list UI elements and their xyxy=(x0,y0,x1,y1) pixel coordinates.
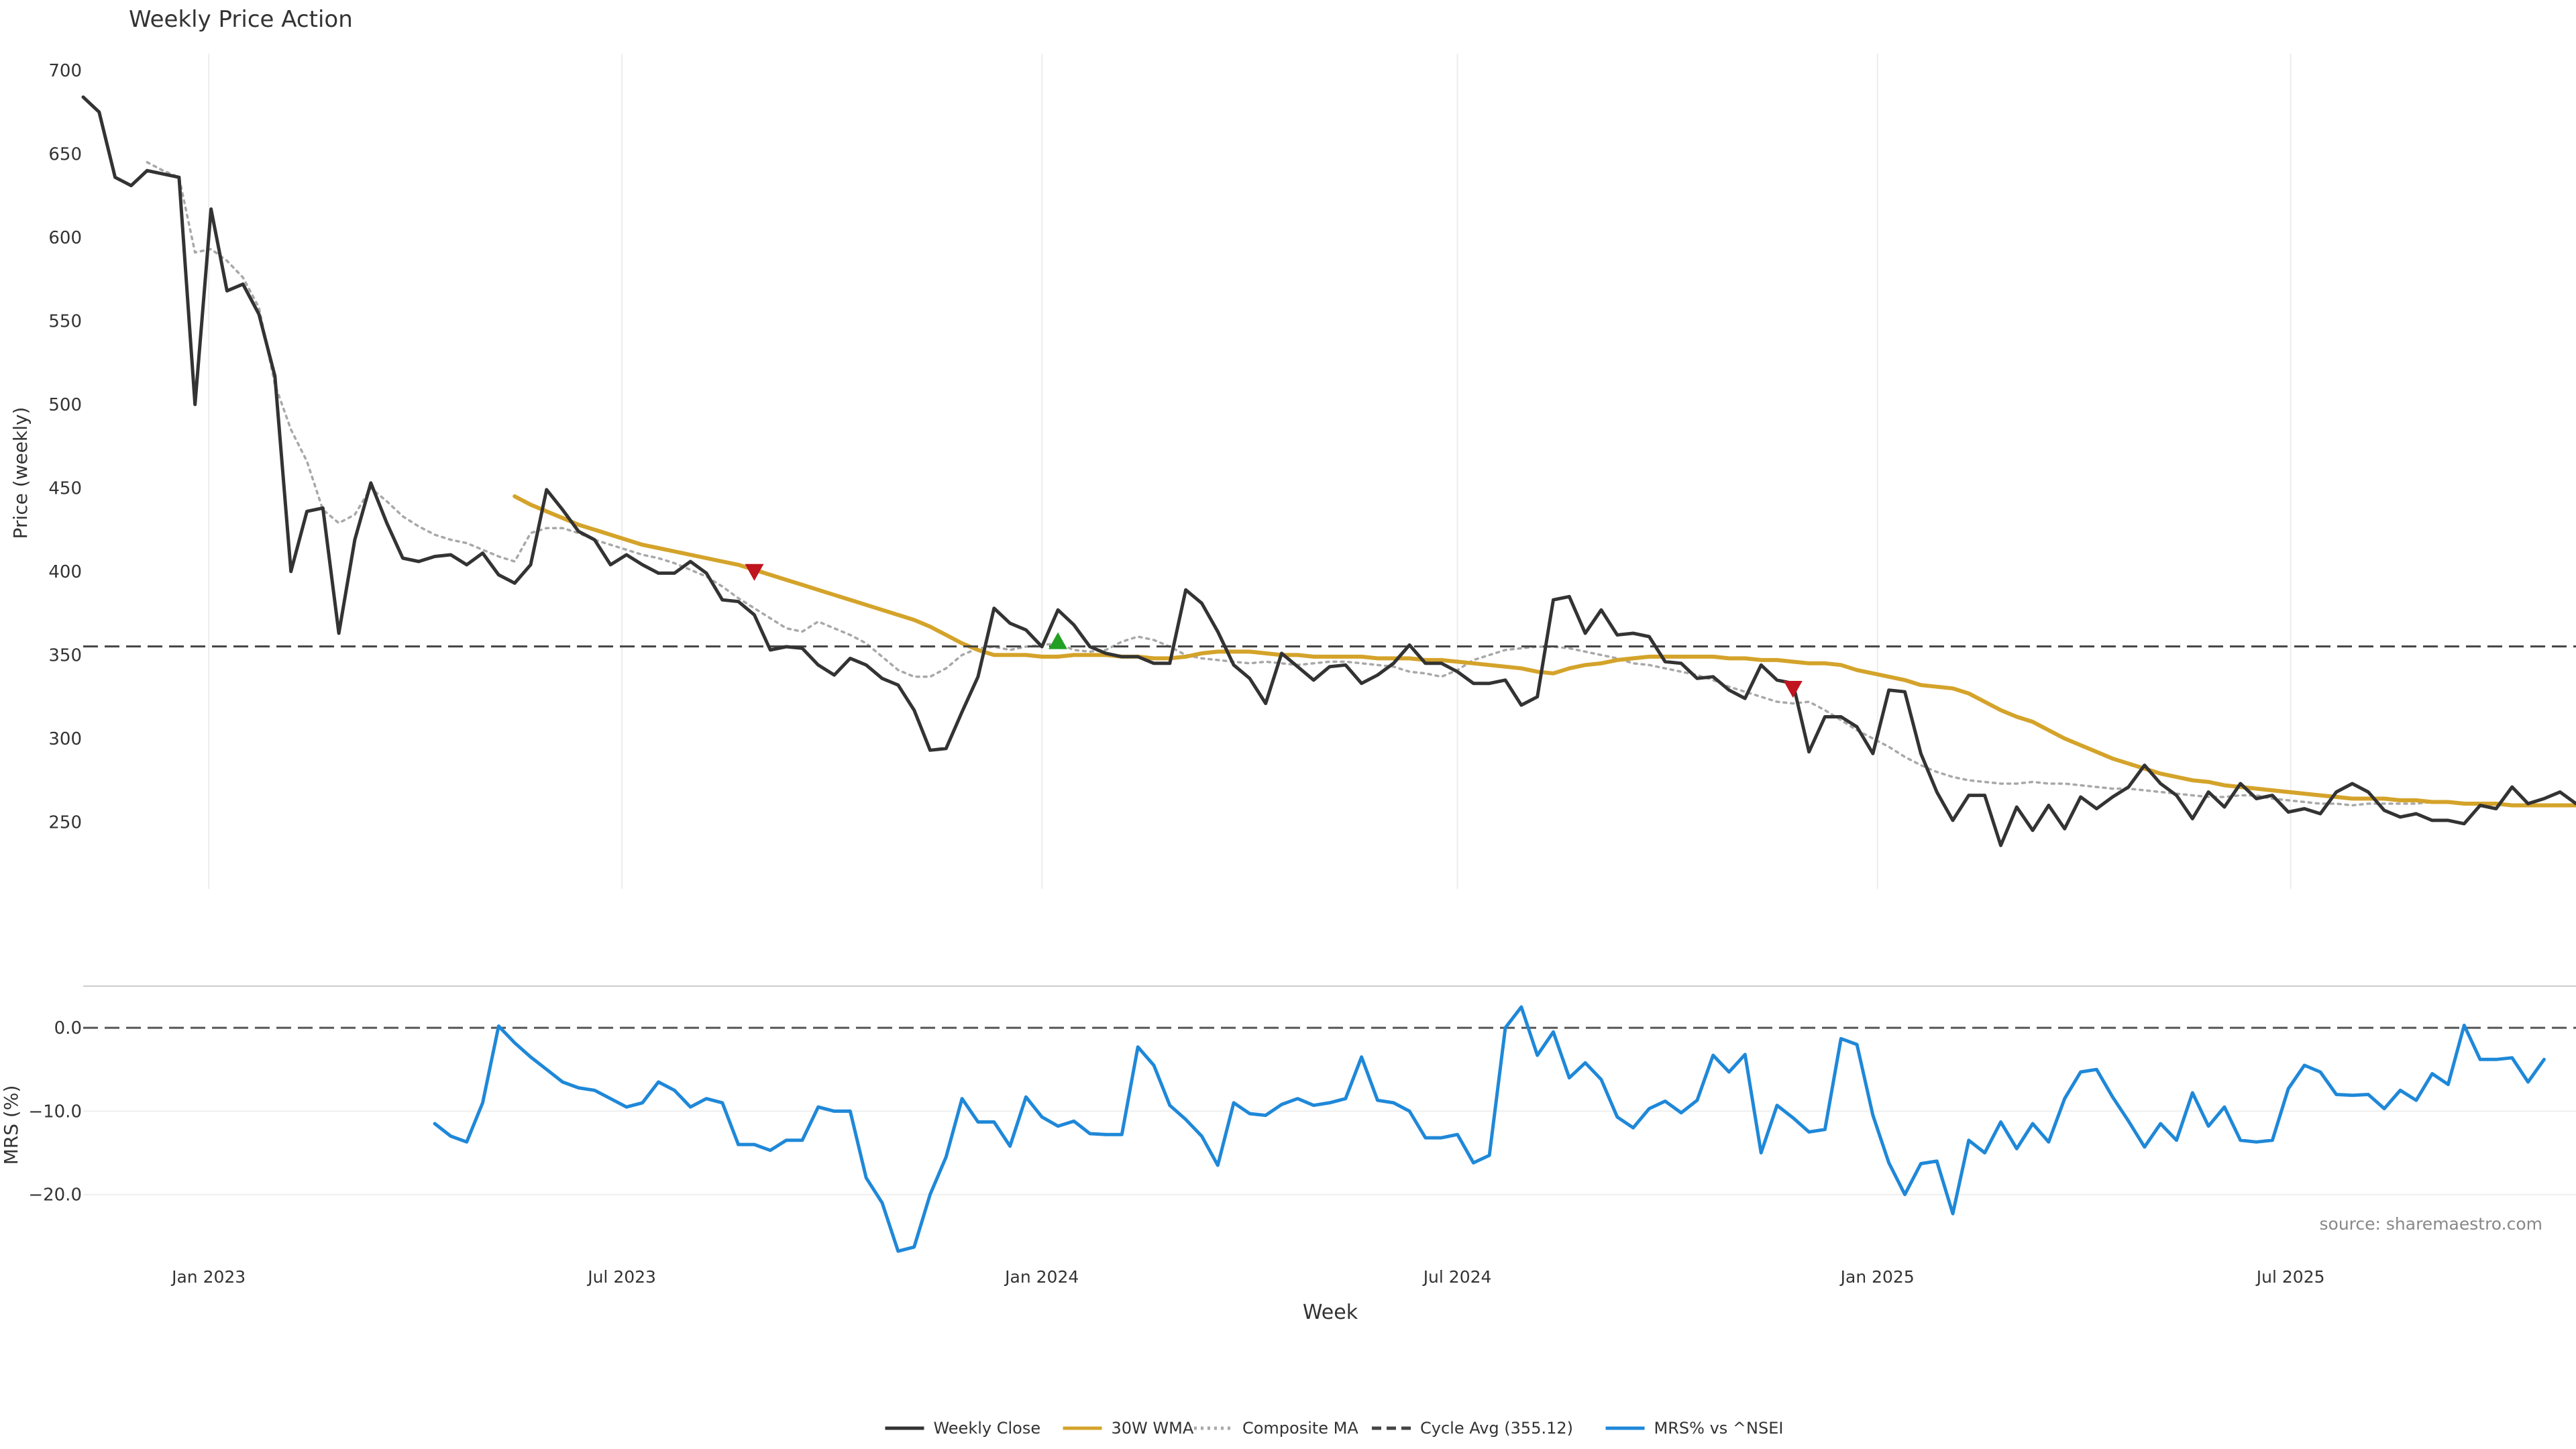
series-composite-ma xyxy=(146,161,2434,807)
x-tick-label: Jan 2024 xyxy=(1004,1267,1079,1287)
legend-label: Composite MA xyxy=(1242,1419,1358,1438)
price-y-axis-label: Price (weekly) xyxy=(9,407,32,539)
price-y-tick-label: 600 xyxy=(48,228,82,248)
x-tick-label: Jul 2024 xyxy=(1422,1267,1492,1287)
mrs-panel: 0.0 −10.0 −20.0 MRS (%) source: sharemaest… xyxy=(0,985,2576,1253)
mrs-y-tick-label: 0.0 xyxy=(54,1018,82,1038)
mrs-y-tick-label: −20.0 xyxy=(28,1185,82,1205)
mrs-y-ticks: 0.0 −10.0 −20.0 xyxy=(28,1018,82,1205)
price-y-tick-label: 650 xyxy=(48,144,82,164)
legend: Weekly Close 30W WMA Composite MA Cycle Avg… xyxy=(885,1419,1783,1438)
source-annotation: source: sharemaestro.com xyxy=(2320,1214,2543,1234)
mrs-y-axis-label: MRS (%) xyxy=(0,1085,22,1165)
mrs-horizontal-grid xyxy=(83,1110,2576,1195)
chart-title: Weekly Price Action xyxy=(129,6,353,33)
legend-label: 30W WMA xyxy=(1112,1419,1194,1438)
signal-marker-triangle-up xyxy=(1049,632,1068,649)
series-30w-wma xyxy=(513,494,2576,808)
x-tick-label: Jan 2025 xyxy=(1839,1267,1915,1287)
legend-label: MRS% vs ^NSEI xyxy=(1654,1419,1784,1438)
signal-marker-triangle-down xyxy=(745,564,764,581)
price-y-tick-label: 550 xyxy=(48,311,82,331)
price-y-tick-label: 250 xyxy=(48,812,82,833)
x-axis-label: Week xyxy=(1303,1301,1358,1324)
x-tick-label: Jul 2023 xyxy=(586,1267,656,1287)
price-y-tick-label: 450 xyxy=(48,478,82,498)
price-y-tick-label: 400 xyxy=(48,562,82,582)
price-y-tick-label: 350 xyxy=(48,645,82,665)
series-weekly-close xyxy=(81,95,2576,847)
x-tick-label: Jul 2025 xyxy=(2255,1267,2325,1287)
price-y-tick-label: 500 xyxy=(48,395,82,415)
legend-label: Cycle Avg (355.12) xyxy=(1420,1419,1573,1438)
signal-marker-triangle-down xyxy=(1783,681,1803,698)
price-series-layer xyxy=(81,95,2576,847)
price-vertical-grid xyxy=(208,54,2292,889)
price-panel: 250 300 350 400 450 500 550 600 650 700 Weekly Pr… xyxy=(9,6,2576,889)
x-tick-label: Jan 2023 xyxy=(170,1267,246,1287)
series-mrs-vs-nsei xyxy=(433,1005,2546,1253)
mrs-series-layer xyxy=(83,1005,2576,1253)
price-y-tick-label: 700 xyxy=(48,61,82,81)
signal-markers xyxy=(745,564,1803,698)
price-y-ticks: 250 300 350 400 450 500 550 600 650 700 xyxy=(48,61,82,833)
legend-label: Weekly Close xyxy=(933,1419,1040,1438)
x-tick-labels: Jan 2023 Jul 2023 Jan 2024 Jul 2024 Jan 2025… xyxy=(170,1267,2324,1287)
price-y-tick-label: 300 xyxy=(48,729,82,749)
mrs-y-tick-label: −10.0 xyxy=(28,1102,82,1122)
